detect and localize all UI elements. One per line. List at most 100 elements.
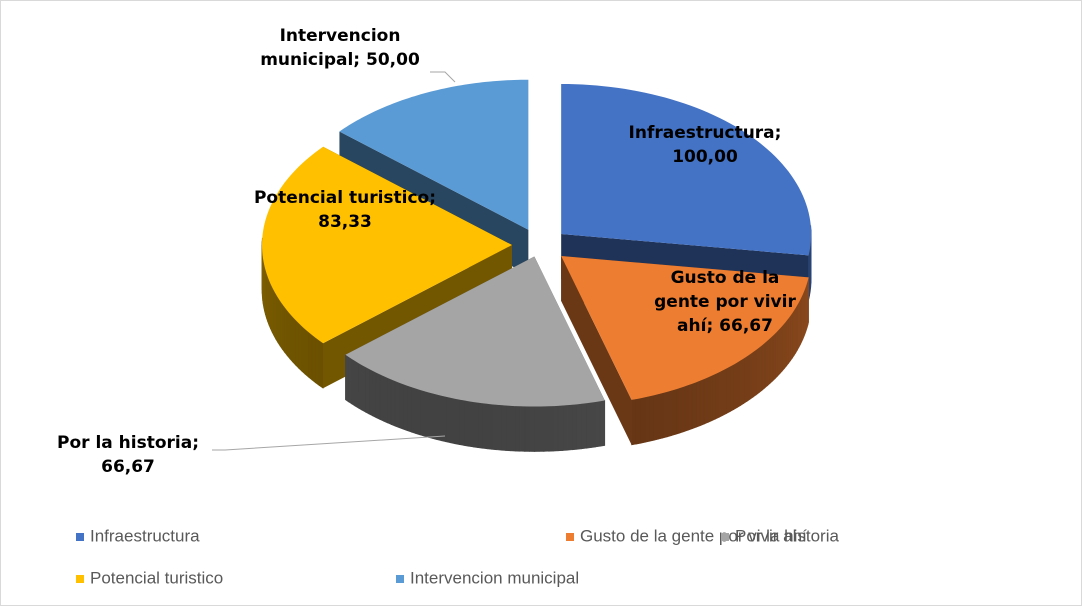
slice-side <box>562 404 568 451</box>
slice-side <box>472 401 479 448</box>
slice-side <box>368 368 373 417</box>
slice-side <box>358 362 363 411</box>
slice-side <box>543 405 549 452</box>
slice-side <box>361 364 366 413</box>
pie-slice <box>345 256 605 407</box>
slice-side <box>454 398 460 445</box>
slice-side <box>298 322 302 372</box>
slice-side <box>477 402 483 449</box>
slice-side <box>279 299 283 351</box>
slice-side <box>402 383 408 432</box>
slice-group <box>345 256 606 452</box>
slice-side <box>662 391 668 439</box>
slice-side <box>711 373 716 422</box>
slice-side <box>746 353 751 402</box>
slice-side <box>496 404 502 451</box>
slice-side <box>275 292 279 344</box>
slice-side <box>715 371 720 420</box>
slice-side <box>379 373 384 422</box>
pie-slice <box>561 256 809 400</box>
data-label: Por la historia; 66,67 <box>57 433 199 477</box>
slice-side <box>752 349 757 398</box>
slice-side <box>553 405 559 452</box>
slice-side <box>308 331 313 381</box>
slice-side <box>729 364 734 413</box>
slice-side <box>743 355 748 405</box>
slice-side <box>767 337 771 387</box>
legend-label: Potencial turistico <box>90 568 223 587</box>
slice-side <box>411 386 416 434</box>
slice-side <box>658 392 664 440</box>
slice-side <box>423 390 429 438</box>
slice-side <box>758 344 763 394</box>
slice-side <box>736 360 741 409</box>
slice-side <box>696 380 701 428</box>
legend-label: Intervencion municipal <box>410 568 579 587</box>
slice-side <box>691 381 697 430</box>
slice-side <box>679 386 685 434</box>
slice-side <box>354 360 359 409</box>
legend-swatch <box>396 575 404 583</box>
slice-side <box>468 400 474 448</box>
slice-side <box>486 403 493 450</box>
slice-side <box>671 388 677 437</box>
slice-side <box>699 378 705 427</box>
legend-swatch <box>76 533 84 541</box>
slice-side <box>687 383 693 431</box>
slice-side <box>772 332 776 382</box>
slice-side <box>761 342 766 391</box>
slice-side <box>581 402 587 450</box>
slice-side <box>383 375 388 424</box>
slice-side <box>441 395 447 443</box>
slice-side <box>719 369 724 418</box>
slice-side <box>595 400 601 448</box>
pie-slice <box>339 79 529 230</box>
slice-side <box>640 396 646 444</box>
legend-swatch <box>721 533 729 541</box>
slice-side <box>764 340 768 389</box>
legend-label: Por la historia <box>735 526 839 545</box>
slice-side <box>387 377 392 425</box>
pie-slice <box>561 83 812 256</box>
leader-line <box>212 435 446 451</box>
slice-side <box>590 401 596 448</box>
slice-side <box>519 405 526 452</box>
legend-label: Infraestructura <box>90 526 200 545</box>
pie-slice <box>262 146 512 344</box>
slice-side <box>436 394 442 442</box>
slice-side <box>284 306 288 357</box>
slice-side <box>419 389 425 437</box>
slice-side <box>548 405 554 452</box>
slice-side <box>505 405 511 452</box>
slice-side <box>749 351 754 400</box>
slice-side <box>733 362 738 411</box>
slice-side <box>311 334 316 384</box>
leader-line <box>430 71 456 83</box>
slice-side <box>318 339 324 389</box>
slice-side <box>463 400 469 447</box>
slice-side <box>576 403 582 450</box>
slice-side <box>289 312 293 363</box>
slice-side <box>571 403 578 451</box>
slice-side <box>740 357 745 407</box>
slice-side <box>561 256 632 445</box>
data-label: Infraestructura; 100,00 <box>628 123 782 167</box>
slice-side <box>631 398 637 446</box>
slice-side <box>428 391 433 439</box>
slice-side <box>348 356 353 405</box>
slice-side <box>450 397 456 445</box>
slice-side <box>295 319 299 369</box>
slice-side <box>726 366 731 414</box>
slice-side <box>390 379 396 427</box>
slice-side <box>304 328 309 378</box>
slice-side <box>372 370 377 419</box>
slice-side <box>281 303 285 354</box>
slice-side <box>722 367 727 416</box>
slice-group <box>561 256 809 446</box>
slice-side <box>774 330 778 380</box>
slice-side <box>653 393 659 441</box>
slice-side <box>524 406 530 452</box>
slice-side <box>351 358 356 407</box>
